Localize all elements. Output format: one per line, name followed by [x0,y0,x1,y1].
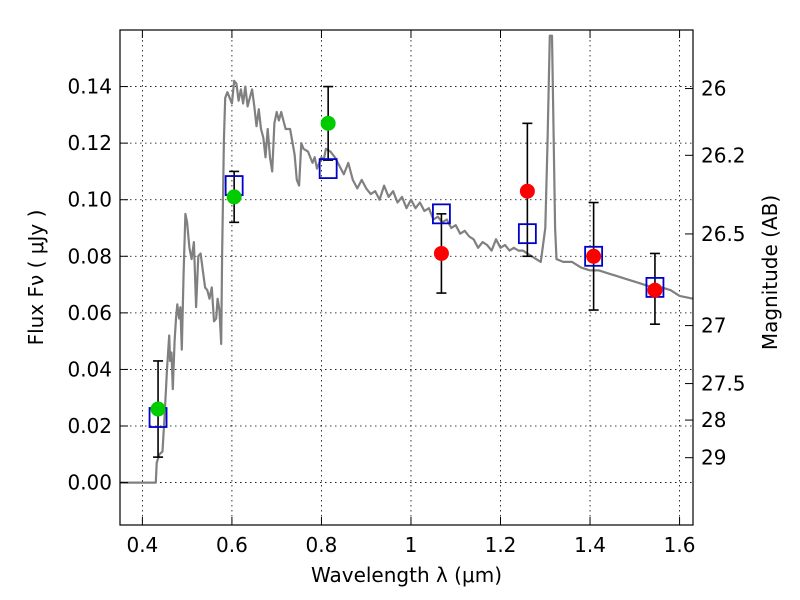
x-tick-label: 1.2 [485,533,517,557]
model-flux-square [318,158,338,180]
observed-flux-point [647,282,663,298]
y-tick-label: 0.00 [67,471,112,495]
plot-frame [119,29,694,526]
observed-flux-point [519,183,535,199]
y-tick-label: 0.08 [67,244,112,268]
right-tick-label: 26.2 [701,143,746,167]
y-tick-label: 0.10 [67,188,112,212]
x-tick-label: 0.6 [216,533,248,557]
data-points [148,115,665,428]
y-tick-label: 0.02 [67,414,112,438]
sed-model [120,34,694,484]
right-tick-label: 27.5 [701,372,746,396]
y-tick-label: 0.04 [67,357,112,381]
observed-flux-point [586,248,602,264]
model-flux-square [517,223,537,245]
observed-flux-point [433,245,449,261]
model-flux-square [584,245,604,267]
x-tick-label: 0.8 [306,533,338,557]
x-tick-label: 1 [405,533,418,557]
y-tick-label: 0.14 [67,75,112,99]
right-tick-label: 26 [701,77,726,101]
right-tick-label: 29 [701,446,726,470]
right-axis-label: Magnitude (AB) [758,195,782,350]
grid [120,30,693,525]
x-tick-label: 1.4 [574,533,606,557]
y-axis-label: Flux Fν ( μJy ) [24,210,48,346]
sed-model-line [120,34,694,484]
model-flux-square [432,203,451,225]
observed-flux-point [150,401,166,417]
error-bars [153,85,660,458]
x-tick-label: 1.6 [664,533,696,557]
right-tick-label: 28 [701,408,726,432]
y-tick-label: 0.12 [67,131,112,155]
right-tick-label: 27 [701,314,726,338]
observed-flux-point [226,189,242,205]
x-tick-label: 0.4 [126,533,158,557]
y-tick-label: 0.06 [67,301,112,325]
observed-flux-point [320,115,336,131]
ticks: 0.4 0.6 0.8 1 1.2 1.4 1.6 0.00 0.02 0.04 0.06 0.08 0… [67,30,746,557]
right-tick-label: 26.5 [701,222,746,246]
x-axis-label: Wavelength λ (μm) [311,563,502,587]
